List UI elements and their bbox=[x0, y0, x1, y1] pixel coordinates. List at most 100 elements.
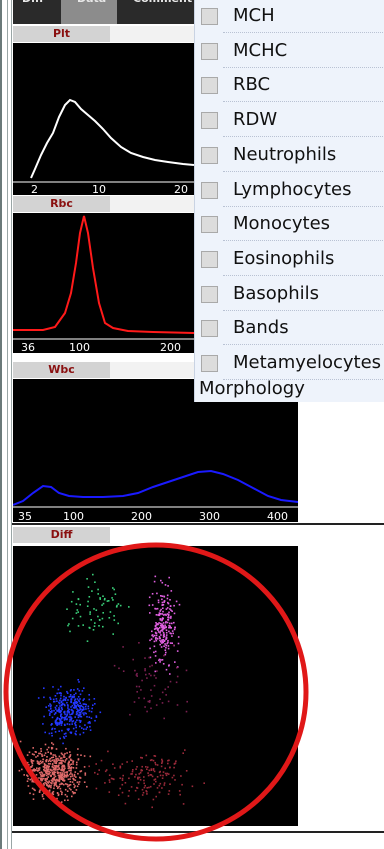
checkbox-rdw[interactable] bbox=[201, 112, 218, 130]
scatter-dot bbox=[66, 728, 69, 730]
scatter-dot bbox=[80, 710, 83, 713]
scatter-dot bbox=[117, 622, 119, 625]
scatter-dot bbox=[64, 704, 66, 707]
scatter-dot bbox=[60, 715, 62, 718]
tab-comment[interactable]: Comment bbox=[133, 0, 192, 15]
scatter-dot bbox=[118, 667, 120, 670]
scatter-dot bbox=[82, 624, 84, 626]
scatter-dot bbox=[40, 779, 42, 781]
scatter-dot bbox=[155, 638, 157, 640]
checkbox-lymphocytes[interactable] bbox=[201, 181, 218, 199]
scatter-dot bbox=[113, 664, 116, 667]
scatter-dot bbox=[63, 733, 66, 735]
scatter-dot bbox=[79, 715, 82, 718]
checkbox-neutrophils[interactable] bbox=[201, 146, 218, 164]
scatter-dot bbox=[66, 790, 69, 792]
checkbox-monocytes[interactable] bbox=[201, 216, 218, 234]
scatter-dot bbox=[162, 622, 165, 624]
scatter-dot bbox=[69, 754, 72, 756]
scatter-dot bbox=[30, 766, 33, 768]
scatter-dot bbox=[55, 755, 57, 758]
checkbox-mchc[interactable] bbox=[201, 42, 218, 60]
scatter-dot bbox=[162, 614, 165, 616]
menu-item-mchc[interactable]: MCHC bbox=[195, 35, 384, 68]
scatter-dot bbox=[159, 618, 161, 620]
scatter-dot bbox=[165, 620, 167, 623]
checkbox-metamyelocytes[interactable] bbox=[201, 355, 218, 372]
scatter-dot bbox=[46, 784, 48, 787]
scatter-dot bbox=[81, 705, 84, 708]
scatter-dot bbox=[146, 710, 148, 713]
menu-separator bbox=[223, 274, 384, 276]
checkbox-mch[interactable] bbox=[201, 8, 218, 25]
menu-item-bands[interactable]: Bands bbox=[195, 312, 384, 346]
scatter-dot bbox=[163, 627, 166, 630]
scatter-dot bbox=[73, 703, 75, 705]
tab-data[interactable]: Data bbox=[77, 0, 106, 15]
scatter-dot bbox=[73, 778, 75, 781]
scatter-dot bbox=[156, 764, 159, 766]
scatter-dot bbox=[52, 790, 55, 793]
scatter-dot bbox=[155, 636, 157, 639]
scatter-dot bbox=[173, 774, 175, 777]
scatter-dot bbox=[57, 722, 59, 724]
scatter-dot bbox=[162, 610, 164, 613]
scatter-dot bbox=[167, 616, 169, 619]
scatter-dot bbox=[59, 775, 62, 778]
scatter-dot bbox=[63, 756, 66, 758]
menu-item-metamyelocytes[interactable]: Metamyelocytes bbox=[195, 347, 384, 380]
parameter-dropdown-list[interactable]: MCH MCHC RBC RDW Neutrophils Lymphocytes Monoc… bbox=[194, 0, 384, 402]
scatter-dot bbox=[60, 752, 63, 755]
scatter-dot bbox=[79, 693, 82, 696]
scatter-dot bbox=[53, 760, 55, 763]
scatter-dot bbox=[39, 789, 41, 792]
menu-item-basophils[interactable]: Basophils bbox=[195, 278, 384, 311]
scatter-dot bbox=[56, 785, 58, 787]
scatter-dot bbox=[71, 781, 74, 783]
scatter-dot bbox=[153, 770, 156, 773]
checkbox-basophils[interactable] bbox=[201, 285, 218, 303]
scatter-dot bbox=[71, 713, 73, 715]
scatter-dot bbox=[159, 643, 161, 646]
scatter-dot bbox=[75, 763, 78, 766]
scatter-dot bbox=[70, 717, 73, 720]
morphology-item[interactable]: Morphology bbox=[199, 378, 305, 399]
menu-item-eosinophils[interactable]: Eosinophils bbox=[195, 243, 384, 276]
scatter-dot bbox=[159, 624, 162, 627]
menu-item-rdw[interactable]: RDW bbox=[195, 104, 384, 138]
scatter-dot bbox=[41, 753, 43, 756]
scatter-dot bbox=[79, 725, 81, 728]
menu-item-mch[interactable]: MCH bbox=[195, 0, 384, 33]
menu-item-rbc[interactable]: RBC bbox=[195, 69, 384, 103]
scatter-dot bbox=[50, 756, 53, 759]
checkbox-rbc[interactable] bbox=[201, 77, 218, 95]
scatter-dot bbox=[45, 780, 48, 782]
scatter-dot bbox=[161, 761, 164, 763]
scatter-dot bbox=[78, 705, 81, 707]
scatter-dot bbox=[74, 724, 77, 726]
menu-item-monocytes[interactable]: Monocytes bbox=[195, 208, 384, 242]
menu-item-lymphocytes[interactable]: Lymphocytes bbox=[195, 174, 384, 207]
scatter-dot bbox=[49, 706, 52, 708]
scatter-dot bbox=[130, 786, 133, 788]
tab-diff[interactable]: Diff bbox=[22, 0, 44, 15]
menu-item-neutrophils[interactable]: Neutrophils bbox=[195, 139, 384, 172]
scatter-dot bbox=[140, 770, 142, 772]
scatter-dot bbox=[74, 705, 76, 707]
checkbox-eosinophils[interactable] bbox=[201, 250, 218, 268]
scatter-dot bbox=[101, 604, 103, 606]
checkbox-bands[interactable] bbox=[201, 320, 218, 338]
scatter-dot bbox=[160, 625, 163, 627]
scatter-dot bbox=[60, 760, 63, 762]
scatter-dot bbox=[156, 627, 158, 629]
scatter-dot bbox=[175, 760, 177, 762]
wbc-tick-100: 100 bbox=[63, 510, 84, 522]
scatter-dot bbox=[50, 704, 52, 707]
scatter-dot bbox=[38, 777, 40, 779]
scatter-dot bbox=[83, 781, 86, 783]
scatter-dot bbox=[106, 600, 109, 602]
scatter-dot bbox=[53, 787, 55, 790]
scatter-dot bbox=[155, 677, 157, 679]
scatter-dot bbox=[152, 798, 155, 801]
scatter-dot bbox=[38, 767, 41, 769]
